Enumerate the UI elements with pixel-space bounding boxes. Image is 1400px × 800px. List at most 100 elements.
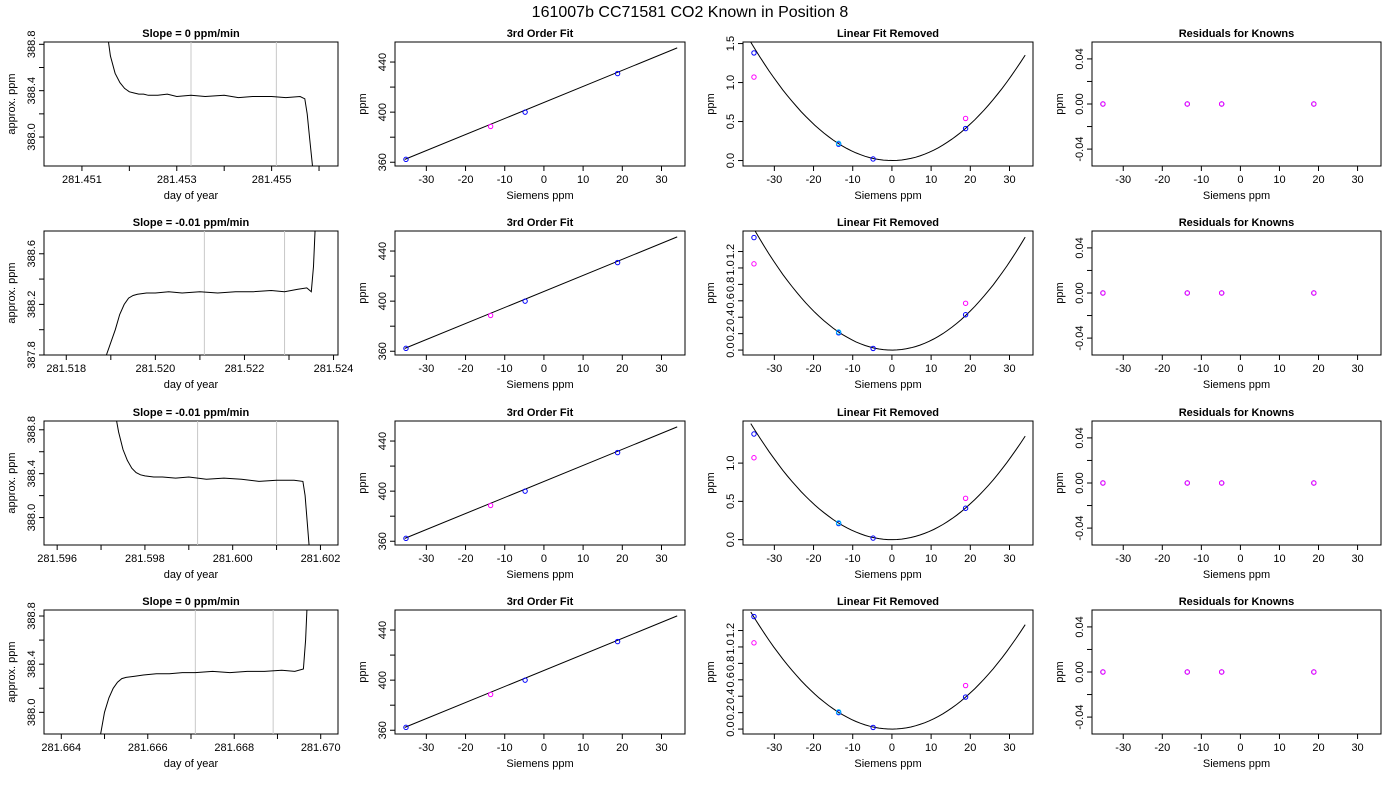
- panel-2-1: Slope = -0.01 ppm/min 281.518 281.520 281.5…: [6, 217, 353, 391]
- x-tick-label: 20: [616, 363, 628, 375]
- y-axis-label: ppm: [705, 93, 717, 114]
- x-tick-label: 20: [964, 742, 976, 754]
- y-tick-label: 0.2: [725, 705, 737, 720]
- y-tick-label: 0.04: [1074, 48, 1086, 69]
- x-axis-label: day of year: [164, 379, 219, 391]
- plot-area: [1100, 480, 1317, 486]
- x-tick-label: -10: [1193, 742, 1209, 754]
- y-tick-label: 387.8: [26, 341, 38, 369]
- x-tick-label: 30: [1351, 553, 1363, 565]
- x-tick-label: 20: [616, 553, 628, 565]
- x-tick-label: -30: [418, 363, 434, 375]
- panel-2-3: Linear Fit Removed -30 -20 -10 0 10 20 30 0.00.2…: [705, 217, 1034, 391]
- fit-curve: [754, 231, 1026, 351]
- x-tick-label: 20: [964, 553, 976, 565]
- data-point: [751, 261, 757, 267]
- x-tick-label: 281.451: [62, 174, 102, 186]
- panel-3-4: Residuals for Knowns -30 -20 -10 0 10 20 30 -0.0…: [1054, 407, 1382, 581]
- y-tick-label: 0.8: [725, 277, 737, 292]
- panel-title: Residuals for Knowns: [1179, 407, 1295, 419]
- plot-frame: [43, 230, 339, 356]
- y-tick-label: 0.04: [1074, 616, 1086, 637]
- x-tick-label: 281.598: [125, 553, 165, 565]
- data-point: [403, 345, 409, 352]
- x-tick-label: 0: [889, 363, 895, 375]
- panel-1-2: 3rd Order Fit -30 -20 -10 0 10 20 30 360 400 440 Si…: [357, 28, 686, 202]
- data-point: [487, 691, 494, 698]
- data-point: [1218, 480, 1225, 486]
- x-tick-label: 10: [577, 174, 589, 186]
- data-point: [870, 724, 876, 731]
- data-point: [487, 123, 494, 130]
- data-point: [1218, 669, 1225, 675]
- x-tick-label: -20: [1154, 174, 1170, 186]
- data-point: [835, 709, 842, 715]
- plot-area: [100, 610, 308, 734]
- x-tick-label: 281.596: [37, 553, 77, 565]
- x-tick-label: -10: [497, 553, 513, 565]
- panel-title: Linear Fit Removed: [837, 28, 939, 40]
- data-point: [1184, 669, 1190, 675]
- data-point: [1311, 101, 1317, 107]
- data-point: [751, 431, 757, 437]
- y-tick-label: 0.00: [1074, 282, 1086, 303]
- plot-frame: [1091, 420, 1382, 546]
- x-tick-label: -30: [418, 174, 434, 186]
- x-axis-label: Siemens ppm: [506, 190, 573, 202]
- y-axis-label: ppm: [705, 661, 717, 682]
- x-tick-label: -10: [845, 553, 861, 565]
- y-tick-label: 440: [377, 621, 389, 639]
- x-tick-label: 20: [1312, 742, 1324, 754]
- series-line: [116, 421, 310, 545]
- x-tick-label: -20: [806, 174, 822, 186]
- x-tick-label: -30: [766, 363, 782, 375]
- x-axis-label: Siemens ppm: [854, 758, 921, 770]
- data-point: [962, 505, 969, 511]
- x-tick-label: -30: [418, 742, 434, 754]
- y-tick-label: 388.8: [26, 31, 38, 59]
- x-tick-label: 0: [889, 553, 895, 565]
- y-tick-label: 0.00: [1074, 93, 1086, 114]
- panel-title: Residuals for Knowns: [1179, 28, 1295, 40]
- x-tick-label: -10: [1193, 174, 1209, 186]
- y-axis-label: ppm: [357, 472, 369, 493]
- y-tick-label: 360: [377, 721, 389, 739]
- plot-frame: [1091, 609, 1382, 735]
- panels-grid: Slope = 0 ppm/min 281.451 281.453 281.455 38…: [6, 28, 1382, 770]
- data-point: [835, 329, 842, 335]
- data-point: [614, 638, 621, 645]
- data-point: [870, 156, 876, 162]
- x-tick-label: -20: [458, 363, 474, 375]
- plot-area: [107, 42, 314, 166]
- data-point: [751, 613, 757, 620]
- x-tick-label: 0: [541, 174, 547, 186]
- plot-frame: [394, 41, 686, 167]
- data-point: [1218, 290, 1225, 296]
- x-axis-label: Siemens ppm: [506, 379, 573, 391]
- data-point: [487, 312, 494, 319]
- data-point: [1311, 480, 1317, 486]
- data-point: [870, 535, 876, 541]
- y-tick-label: 0.0: [725, 153, 737, 168]
- x-tick-label: -10: [497, 174, 513, 186]
- x-tick-label: 281.668: [214, 742, 254, 754]
- x-tick-label: 30: [1003, 742, 1015, 754]
- x-axis-label: Siemens ppm: [506, 758, 573, 770]
- series-line: [100, 610, 308, 734]
- x-tick-label: -20: [806, 363, 822, 375]
- x-tick-label: -10: [845, 363, 861, 375]
- panel-4-3: Linear Fit Removed -30 -20 -10 0 10 20 30 0.00.2…: [705, 596, 1034, 770]
- x-tick-label: 0: [889, 174, 895, 186]
- x-tick-label: 30: [655, 742, 667, 754]
- plot-frame: [1091, 41, 1382, 167]
- panel-title: Slope = -0.01 ppm/min: [133, 407, 250, 419]
- x-tick-label: 20: [1312, 363, 1324, 375]
- x-tick-label: -10: [1193, 553, 1209, 565]
- x-tick-label: 10: [577, 742, 589, 754]
- y-tick-label: 0.04: [1074, 237, 1086, 258]
- x-tick-label: 20: [616, 742, 628, 754]
- x-tick-label: -10: [845, 742, 861, 754]
- panel-3-1: Slope = -0.01 ppm/min 281.596 281.598 281.6…: [6, 407, 340, 581]
- x-tick-label: 10: [1273, 742, 1285, 754]
